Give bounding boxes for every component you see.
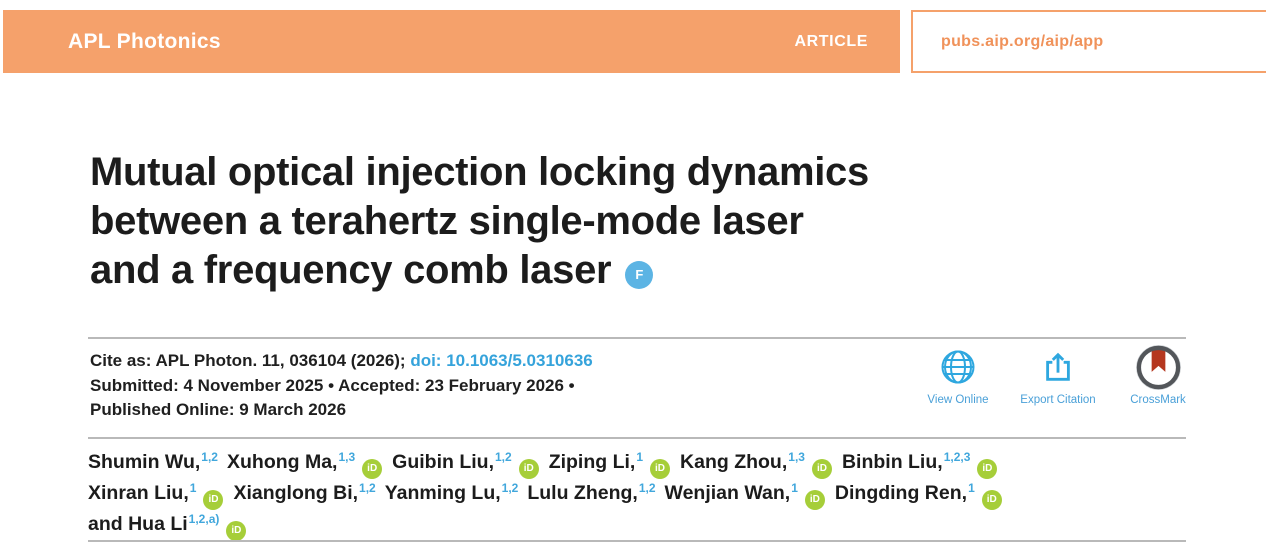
export-citation-button[interactable]: Export Citation <box>1008 342 1108 406</box>
author-affiliation-superscript: 1 <box>636 450 644 464</box>
submitted-accepted-line: Submitted: 4 November 2025 • Accepted: 2… <box>90 375 575 395</box>
author-affiliation-superscript: 1,3 <box>788 450 805 464</box>
orcid-icon[interactable]: iD <box>362 459 383 479</box>
author-line: and Hua Li1,2,a) iD <box>88 510 1198 541</box>
author-line: Shumin Wu,1,2 Xuhong Ma,1,3iD Guibin Liu,1… <box>88 448 1198 479</box>
author: Shumin Wu,1,2 <box>88 451 218 473</box>
divider-middle <box>88 437 1186 439</box>
orcid-icon[interactable]: iD <box>650 459 671 479</box>
globe-icon[interactable] <box>940 342 976 392</box>
divider-top <box>88 337 1186 339</box>
orcid-icon[interactable]: iD <box>811 459 832 479</box>
cite-as-line: Cite as: APL Photon. 11, 036104 (2026); … <box>90 349 593 374</box>
author-affiliation-superscript: 1,2,3 <box>943 450 971 464</box>
author-name: Xianglong Bi, <box>233 482 359 504</box>
author-affiliation-superscript: 1,2 <box>638 481 656 495</box>
author: Xinran Liu,1 iD <box>88 481 224 510</box>
author-name: Xinran Liu, <box>88 482 189 504</box>
view-online-button[interactable]: View Online <box>908 342 1008 406</box>
article-title: Mutual optical injection locking dynamic… <box>90 148 869 295</box>
author-name: Xuhong Ma, <box>226 451 338 473</box>
author-affiliation-superscript: 1,2 <box>201 450 218 464</box>
crossmark-icon[interactable] <box>1135 342 1182 392</box>
article-actions: View Online Export Citation <box>908 342 1208 406</box>
author: Yanming Lu,1,2 <box>385 482 519 504</box>
orcid-icon[interactable]: iD <box>518 459 539 479</box>
author: and Hua Li1,2,a) iD <box>88 512 247 541</box>
published-online-line: Published Online: 9 March 2026 <box>90 400 347 419</box>
cite-rest: , 036104 (2026); <box>279 351 411 370</box>
author-name: Yanming Lu, <box>384 482 501 504</box>
author-affiliation-superscript: 1,3 <box>338 450 356 464</box>
volume-number: 11 <box>261 351 280 370</box>
orcid-icon[interactable]: iD <box>203 490 224 510</box>
author-affiliation-superscript: 1,2 <box>501 481 519 495</box>
journal-banner: APL Photonics ARTICLE <box>3 10 900 73</box>
author: Xuhong Ma,1,3 iD <box>226 450 383 479</box>
crossmark-button[interactable]: CrossMark <box>1108 342 1208 406</box>
orcid-icon[interactable]: iD <box>226 521 247 541</box>
title-line-3-text: and a frequency comb laser <box>90 248 612 292</box>
export-icon[interactable] <box>1041 342 1075 392</box>
orcid-icon[interactable]: iD <box>804 490 825 510</box>
author-name: Shumin Wu, <box>88 451 201 473</box>
author-affiliation-superscript: 1 <box>189 481 197 495</box>
author-affiliation-superscript: 1,2 <box>495 450 512 464</box>
author: Guibin Liu,1,2 iD <box>392 450 540 479</box>
article-type-label: ARTICLE <box>794 32 868 50</box>
journal-url-box[interactable]: pubs.aip.org/aip/app <box>911 10 1266 73</box>
author: Binbin Liu,1,2,3 iD <box>841 450 998 479</box>
author-name: and Hua Li <box>88 513 188 535</box>
author: Wenjian Wan,1 iD <box>664 481 826 510</box>
author-name: Wenjian Wan, <box>664 482 791 504</box>
doi-link[interactable]: doi: 10.1063/5.0310636 <box>410 351 593 370</box>
author-name: Dingding Ren, <box>834 482 968 504</box>
author-affiliation-superscript: 1 <box>791 481 798 495</box>
author: Xianglong Bi,1,2 <box>233 482 375 504</box>
author-name: Lulu Zheng, <box>527 482 638 504</box>
author-affiliation-superscript: 1 <box>968 481 975 495</box>
author-name: Guibin Liu, <box>392 451 494 473</box>
crossmark-label[interactable]: CrossMark <box>1130 394 1186 406</box>
title-line-1: Mutual optical injection locking dynamic… <box>90 150 869 194</box>
author: Dingding Ren,1 iD <box>834 481 1003 510</box>
export-citation-label[interactable]: Export Citation <box>1020 394 1096 406</box>
orcid-icon[interactable]: iD <box>977 459 998 479</box>
citation-block: Cite as: APL Photon. 11, 036104 (2026); … <box>90 349 593 423</box>
author: Lulu Zheng,1,2 <box>527 482 655 504</box>
divider-bottom <box>88 540 1186 542</box>
author-affiliation-superscript: 1,2 <box>359 481 376 495</box>
journal-name: APL Photonics <box>68 29 221 53</box>
author-name: Ziping Li, <box>548 451 636 473</box>
author-list: Shumin Wu,1,2 Xuhong Ma,1,3iD Guibin Liu,1… <box>88 448 1198 541</box>
author-name: Kang Zhou, <box>680 451 788 473</box>
cite-prefix: Cite as: APL Photon. <box>90 351 262 370</box>
author-affiliation-superscript: 1,2,a) <box>188 512 220 526</box>
author-line: Xinran Liu,1iD Xianglong Bi,1,2 Yanming Lu… <box>88 479 1198 510</box>
title-line-3: and a frequency comb laser F <box>90 246 869 295</box>
author: Kang Zhou,1,3 iD <box>680 450 833 479</box>
journal-url[interactable]: pubs.aip.org/aip/app <box>941 32 1104 50</box>
orcid-icon[interactable]: iD <box>981 490 1002 510</box>
featured-badge-icon[interactable]: F <box>625 261 654 289</box>
author: Ziping Li,1 iD <box>548 450 671 479</box>
author-name: Binbin Liu, <box>841 451 943 473</box>
title-line-2: between a terahertz single-mode laser <box>90 199 804 243</box>
view-online-label[interactable]: View Online <box>927 394 989 406</box>
